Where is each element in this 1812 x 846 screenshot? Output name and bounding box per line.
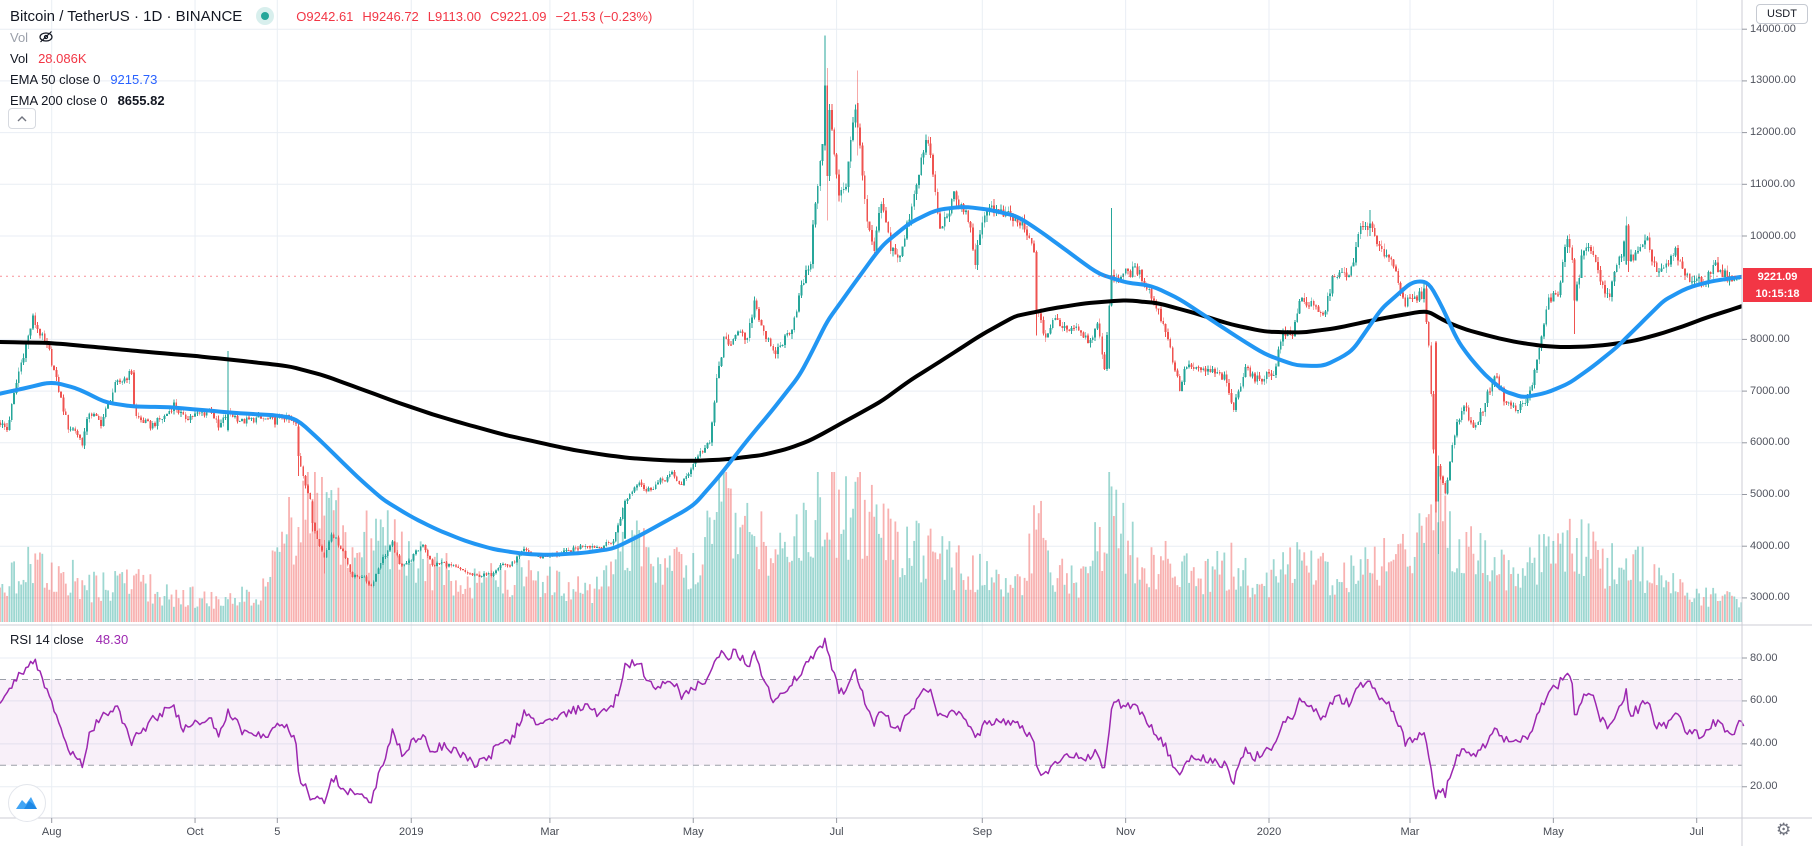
volume-value: 28.086K	[38, 50, 87, 66]
collapse-legend-button[interactable]	[8, 108, 36, 129]
volume-label: Vol	[10, 50, 29, 66]
price-tick-label: 8000.00	[1750, 332, 1790, 345]
mountain-chart-icon	[16, 797, 37, 809]
time-tick-label: 5	[274, 826, 281, 838]
volume-hidden-label: Vol	[10, 29, 29, 45]
ema200-label: EMA 200 close 0	[10, 92, 108, 108]
gear-settings-icon[interactable]: ⚙	[1776, 820, 1792, 839]
rsi-legend[interactable]: RSI 14 close 48.30	[10, 632, 128, 647]
rsi-tick-label: 60.00	[1750, 694, 1778, 707]
rsi-tick-label: 40.00	[1750, 737, 1778, 750]
time-tick-label: Sep	[972, 826, 993, 838]
ema200-line[interactable]	[0, 298, 1742, 463]
ohlc-high: H9246.72	[362, 8, 419, 24]
time-tick-label: May	[1542, 826, 1564, 838]
time-tick-label: 2019	[399, 826, 424, 838]
eye-hidden-icon[interactable]	[38, 30, 54, 44]
time-tick-label: Mar	[1400, 826, 1420, 838]
price-tick-label: 10000.00	[1750, 229, 1796, 242]
price-tick-label: 3000.00	[1750, 591, 1790, 604]
ema50-line[interactable]	[0, 205, 1742, 557]
volume-bars	[0, 472, 1742, 622]
rsi-label: RSI 14 close	[10, 632, 84, 647]
volume-row[interactable]: Vol 28.086K	[10, 48, 652, 68]
ema50-row[interactable]: EMA 50 close 0 9215.73	[10, 69, 652, 89]
ohlc-change: −21.53 (−0.23%)	[555, 8, 653, 24]
ohlc-open: O9242.61	[296, 8, 354, 24]
tradingview-logo[interactable]	[8, 784, 46, 822]
rsi-line[interactable]	[0, 637, 1745, 805]
time-tick-label: Nov	[1115, 826, 1136, 838]
currency-toggle-button[interactable]: USDT	[1756, 4, 1808, 24]
ohlc-close: C9221.09	[490, 8, 547, 24]
rsi-tick-label: 80.00	[1750, 651, 1778, 664]
chart-legend: Bitcoin / TetherUS · 1D · BINANCE O9242.…	[10, 6, 652, 111]
time-tick-label: Oct	[186, 826, 204, 838]
bar-countdown-badge: 10:15:18	[1743, 286, 1812, 302]
time-tick-label: Mar	[540, 826, 560, 838]
price-tick-label: 5000.00	[1750, 488, 1790, 500]
time-tick-label: Jul	[1689, 826, 1704, 838]
time-tick-label: 2020	[1256, 826, 1282, 838]
ema200-value: 8655.82	[117, 92, 165, 108]
symbol-title: Bitcoin / TetherUS · 1D · BINANCE	[10, 7, 243, 25]
rsi-value: 48.30	[95, 632, 129, 647]
rsi-band	[0, 679, 1742, 766]
price-tick-label: 11000.00	[1750, 177, 1796, 190]
price-tick-label: 4000.00	[1750, 539, 1790, 552]
price-tick-label: 14000.00	[1750, 22, 1796, 35]
last-price-badge: 9221.09	[1743, 268, 1812, 287]
ema50-value: 9215.73	[110, 71, 158, 87]
time-tick-label: Jul	[829, 826, 844, 838]
time-tick-label: Aug	[41, 826, 62, 838]
market-open-dot-icon	[261, 12, 270, 20]
symbol-row[interactable]: Bitcoin / TetherUS · 1D · BINANCE O9242.…	[10, 6, 652, 26]
ohlc-values: O9242.61 H9246.72 L9113.00 C9221.09 −21.…	[296, 9, 652, 24]
volume-hidden-row[interactable]: Vol	[10, 27, 652, 47]
ema50-label: EMA 50 close 0	[10, 71, 101, 87]
price-tick-label: 6000.00	[1750, 436, 1790, 449]
price-tick-label: 13000.00	[1750, 74, 1796, 87]
chevron-up-icon	[17, 115, 27, 121]
ohlc-low: L9113.00	[427, 8, 482, 24]
price-tick-label: 7000.00	[1750, 384, 1790, 397]
market-status-icon[interactable]	[256, 7, 275, 25]
time-tick-label: May	[682, 826, 704, 838]
ema200-row[interactable]: EMA 200 close 0 8655.82	[10, 90, 652, 110]
price-tick-label: 12000.00	[1750, 126, 1796, 139]
rsi-tick-label: 20.00	[1750, 780, 1778, 793]
